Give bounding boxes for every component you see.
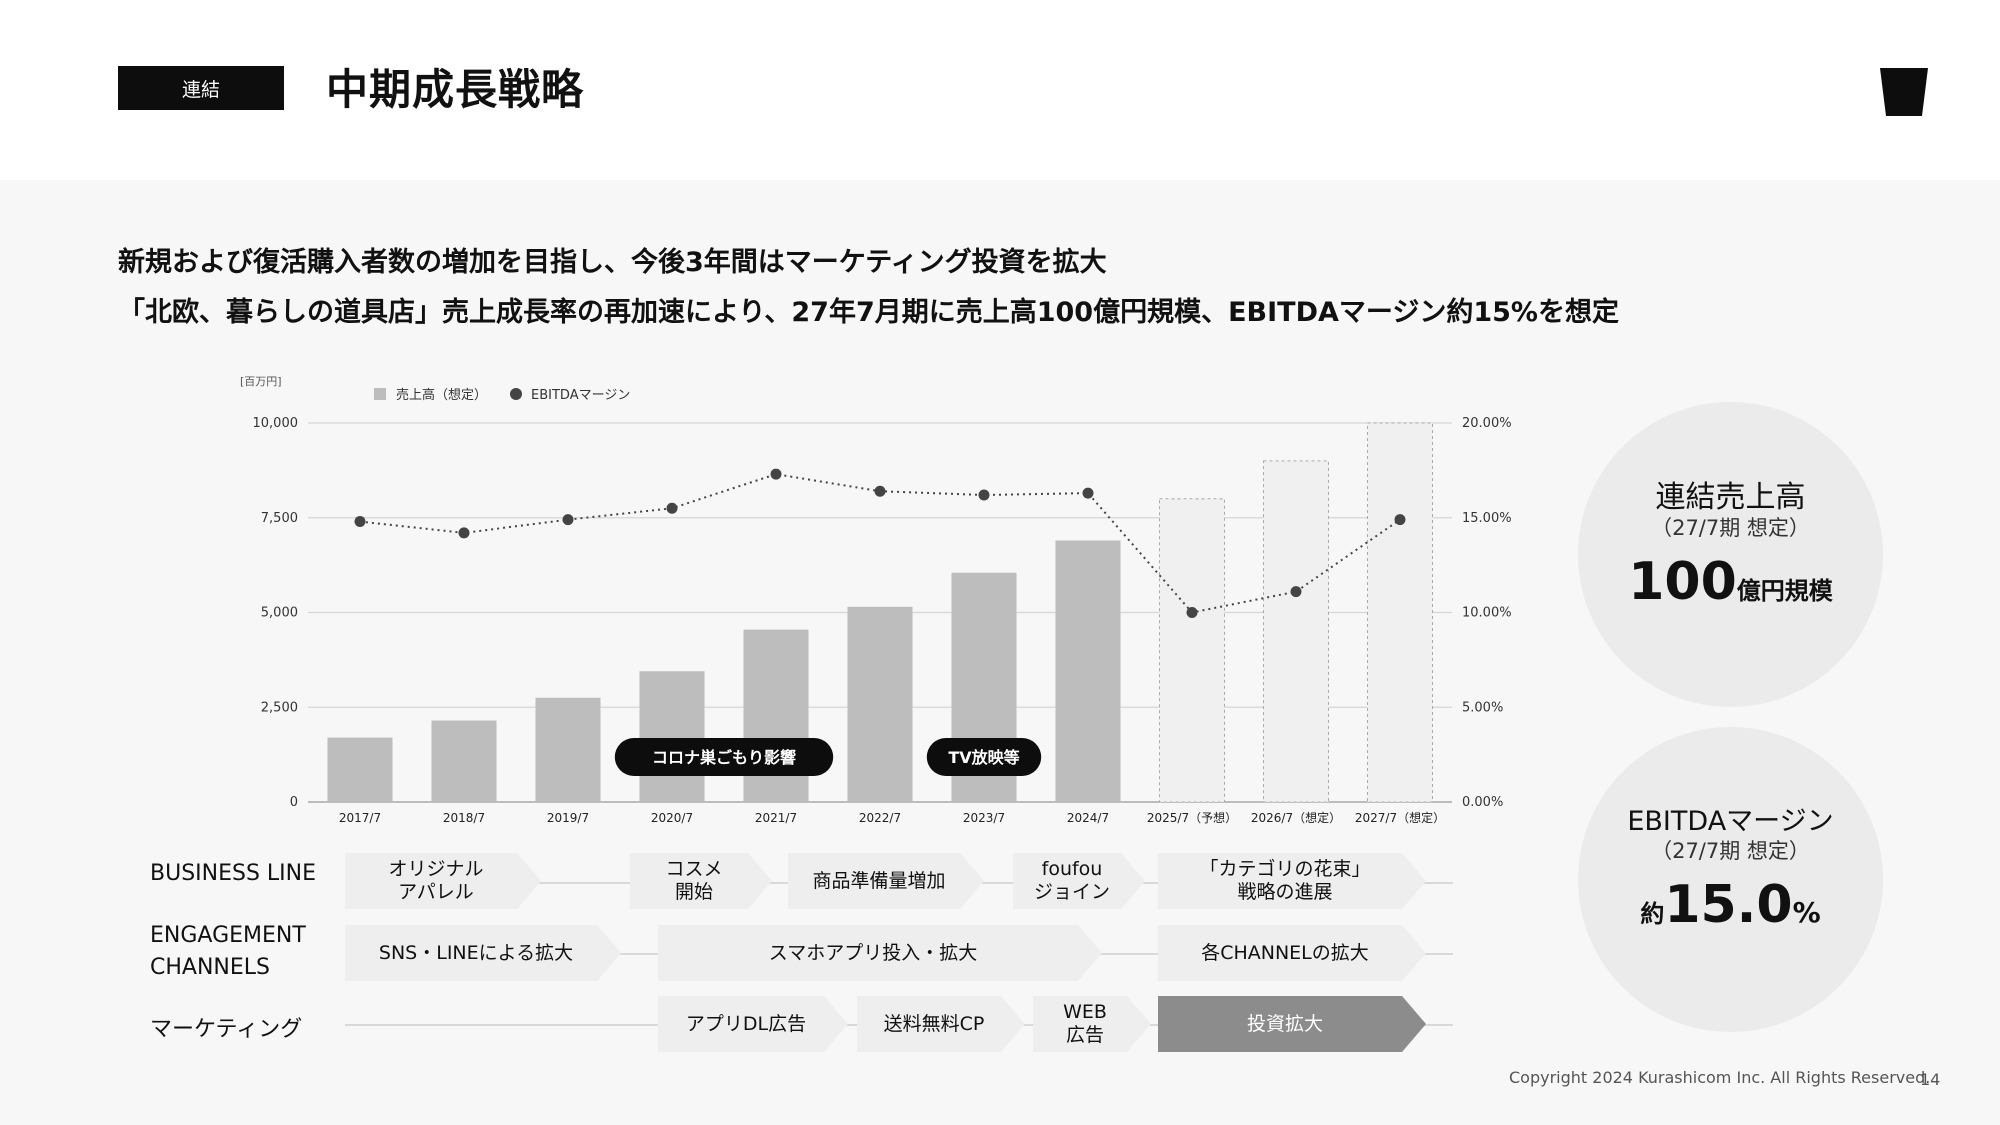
annotation-pill-bg: [614, 738, 834, 776]
row-label-marketing: マーケティング: [150, 1017, 303, 1042]
kpi-ebitda-prefix: 約: [1640, 900, 1665, 928]
right-axis-tick: 15.00%: [1462, 511, 1512, 526]
kpi-sales-value: 100: [1628, 552, 1737, 612]
item-sns-line: SNS・LINEによる拡大: [345, 925, 621, 981]
item-web-ads: WEB 広告: [1033, 996, 1151, 1052]
x-tick-label: 2019/7: [547, 811, 589, 825]
x-tick-label: 2027/7（想定）: [1355, 810, 1445, 825]
subtitle-line-1: 新規および復活購入者数の増加を目指し、今後3年間はマーケティング投資を拡大: [118, 247, 1107, 278]
kpi-sales-subtitle: （27/7期 想定）: [1651, 516, 1810, 540]
x-tick-label: 2018/7: [443, 811, 485, 825]
sales-bar: [743, 629, 809, 802]
x-tick-label: 2017/7: [339, 811, 381, 825]
row-label-business-line: BUSINESS LINE: [150, 861, 317, 886]
ebitda-point: [770, 468, 782, 480]
kpi-ebitda-subtitle: （27/7期 想定）: [1651, 839, 1810, 863]
annotation-label: TV放映等: [948, 748, 1019, 767]
unit-label: [百万円]: [240, 375, 282, 388]
forecast-bar: [1159, 498, 1225, 803]
sales-bar: [1055, 540, 1121, 802]
ebitda-point: [666, 502, 678, 514]
page-number: 14: [1920, 1070, 1941, 1089]
sales-bar: [327, 737, 393, 802]
sales-bar: [847, 606, 913, 802]
forecast-bar: [1263, 460, 1329, 803]
sales-bar: [431, 720, 497, 802]
legend-line-label: EBITDAマージン: [531, 388, 630, 403]
x-tick-label: 2025/7（予想）: [1147, 810, 1237, 825]
right-axis-tick: 10.00%: [1462, 606, 1512, 621]
ebitda-point: [1082, 487, 1094, 499]
forecast-bar: [1367, 422, 1433, 803]
right-axis-tick: 20.00%: [1462, 416, 1512, 431]
header-bar: 連結 中期成長戦略: [0, 0, 2000, 180]
item-original-apparel: オリジナル アパレル: [345, 853, 541, 909]
left-axis-tick: 0: [290, 795, 298, 810]
page-title: 中期成長戦略: [326, 65, 585, 114]
legend-line-swatch: [510, 388, 522, 400]
item-app-dl-ads: アプリDL広告: [658, 996, 848, 1052]
annotation-pill: TV放映等: [926, 738, 1042, 776]
x-tick-label: 2021/7: [755, 811, 797, 825]
kpi-ebitda-value-wrap: 約15.0%: [1578, 875, 1883, 935]
item-category-strategy: 「カテゴリの花束」 戦略の進展: [1158, 853, 1426, 909]
left-axis-tick: 10,000: [253, 416, 299, 431]
x-tick-label: 2024/7: [1067, 811, 1109, 825]
copyright: Copyright 2024 Kurashicom Inc. All Right…: [1509, 1068, 1931, 1087]
scope-badge: 連結: [118, 66, 284, 110]
subtitle-line-2: 「北欧、暮らしの道具店」売上成長率の再加速により、27年7月期に売上高100億円…: [118, 297, 1619, 328]
ebitda-point: [874, 485, 886, 497]
kpi-ebitda-value: 15.0: [1664, 875, 1793, 935]
item-investment-expansion: 投資拡大: [1158, 996, 1426, 1052]
kpi-ebitda-suffix: %: [1792, 896, 1821, 929]
annotation-label: コロナ巣ごもり影響: [652, 748, 796, 767]
kpi-sales-circle: 連結売上高 （27/7期 想定） 100億円規模: [1578, 402, 1883, 707]
item-foufou-join: foufou ジョイン: [1013, 853, 1145, 909]
left-axis-tick: 2,500: [261, 700, 298, 715]
kpi-sales-suffix: 億円規模: [1736, 577, 1833, 605]
ebitda-point: [1186, 607, 1198, 618]
kpi-sales-title: 連結売上高: [1655, 480, 1806, 515]
item-inventory-increase: 商品準備量増加: [788, 853, 984, 909]
legend-bar-swatch: [374, 388, 386, 400]
ebitda-point: [978, 489, 990, 501]
ebitda-point: [1290, 586, 1302, 598]
x-tick-label: 2020/7: [651, 811, 693, 825]
sales-bar: [639, 671, 705, 802]
right-axis-tick: 0.00%: [1462, 795, 1503, 810]
ebitda-point: [458, 527, 470, 539]
item-free-shipping: 送料無料CP: [857, 996, 1025, 1052]
annotation-pill: コロナ巣ごもり影響: [614, 738, 834, 776]
ebitda-point: [562, 514, 574, 526]
legend-bar-label: 売上高（想定）: [396, 387, 487, 403]
ebitda-point: [1394, 514, 1406, 526]
row-label-engagement-channels: ENGAGEMENT CHANNELS: [150, 923, 306, 980]
kpi-ebitda-circle: EBITDAマージン （27/7期 想定） 約15.0%: [1578, 727, 1883, 1032]
company-logo-icon: [1880, 68, 1928, 116]
x-tick-label: 2023/7: [963, 811, 1005, 825]
left-axis-tick: 5,000: [261, 606, 298, 621]
x-tick-label: 2022/7: [859, 811, 901, 825]
chart-legend: 売上高（想定） EBITDAマージン: [374, 387, 630, 403]
kpi-sales-value-wrap: 100億円規模: [1578, 552, 1883, 612]
item-channel-expansion: 各CHANNELの拡大: [1158, 925, 1426, 981]
x-tick-label: 2026/7（想定）: [1251, 810, 1341, 825]
left-axis-tick: 7,500: [261, 511, 298, 526]
sales-bar: [535, 697, 601, 802]
right-axis-tick: 5.00%: [1462, 700, 1503, 715]
ebitda-point: [354, 516, 366, 528]
annotation-pill-bg: [926, 738, 1042, 776]
sales-ebitda-chart: [百万円] 売上高（想定） EBITDAマージン コロナ巣ごもり影響 TV放映等 …: [240, 375, 1512, 825]
item-smartphone-app: スマホアプリ投入・拡大: [658, 925, 1102, 981]
item-cosmetics-start: コスメ 開始: [630, 853, 772, 909]
kpi-ebitda-title: EBITDAマージン: [1627, 806, 1834, 837]
